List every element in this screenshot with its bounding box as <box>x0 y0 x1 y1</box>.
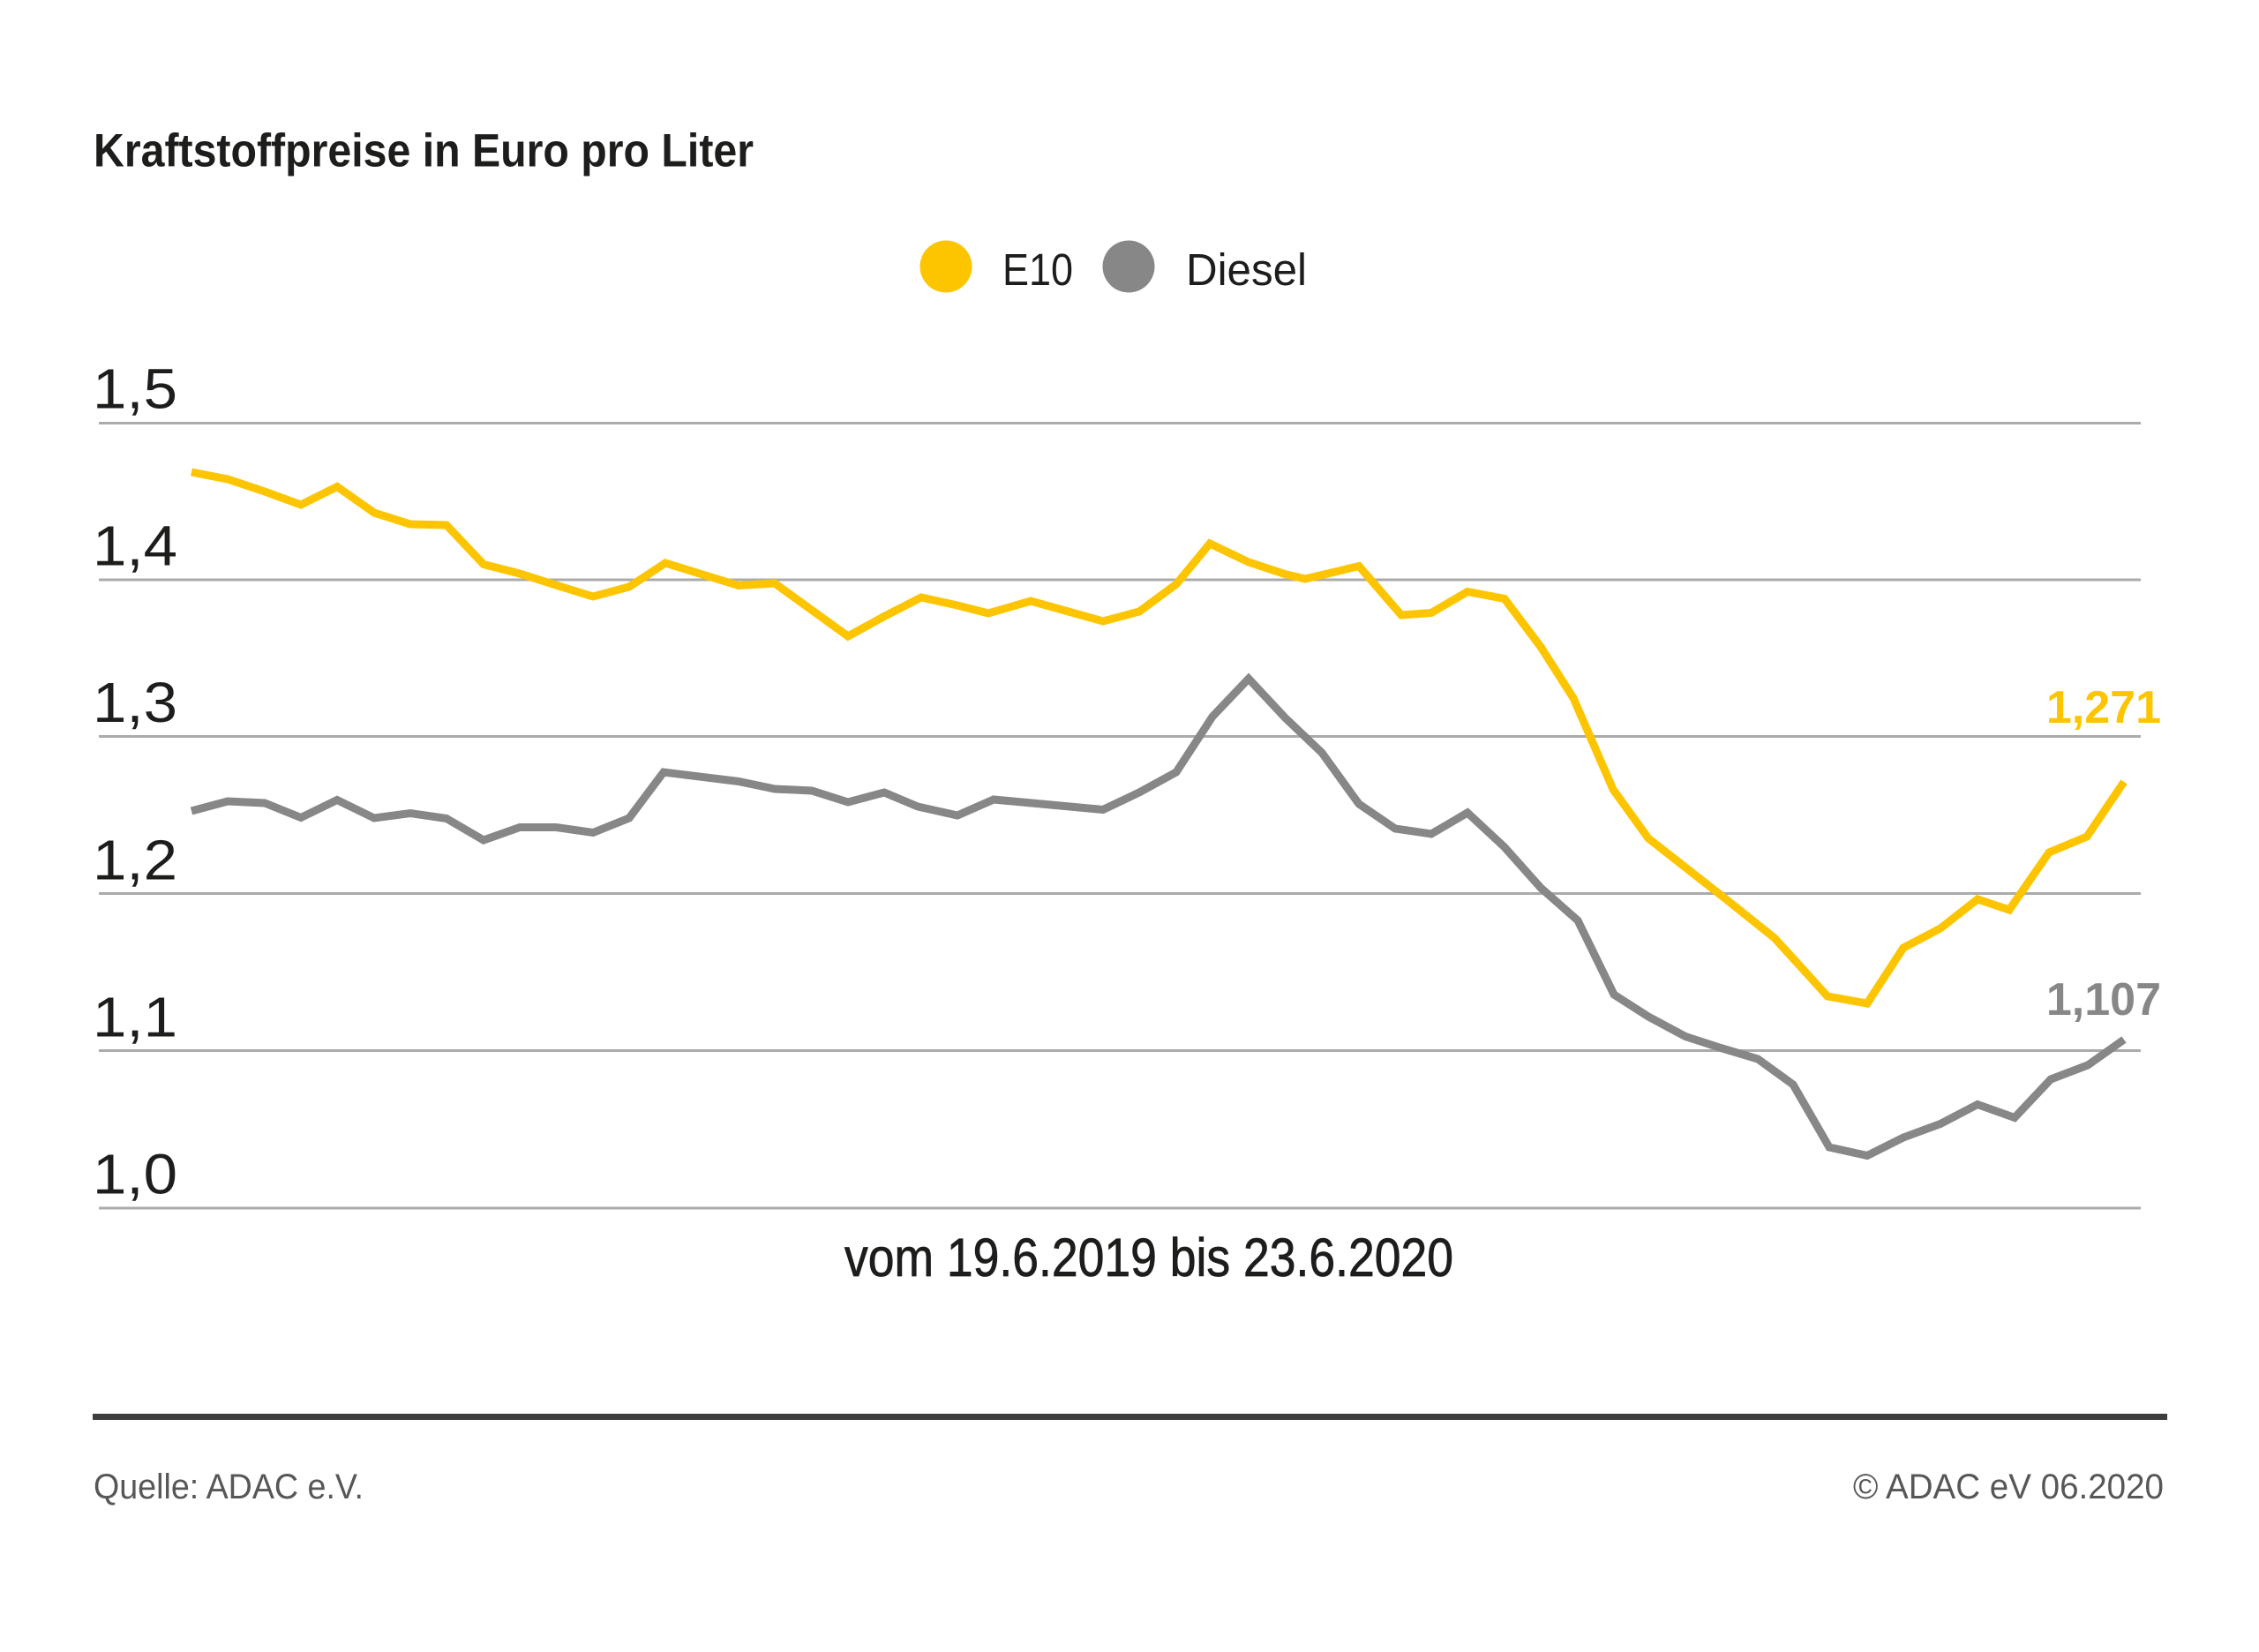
svg-text:1,5: 1,5 <box>93 357 177 421</box>
svg-text:Quelle: ADAC e.V.: Quelle: ADAC e.V. <box>94 1468 364 1506</box>
svg-text:E10: E10 <box>1002 244 1073 295</box>
svg-text:Diesel: Diesel <box>1186 244 1307 295</box>
svg-text:© ADAC eV 06.2020: © ADAC eV 06.2020 <box>1853 1468 2164 1506</box>
svg-text:1,0: 1,0 <box>93 1143 177 1206</box>
svg-text:1,3: 1,3 <box>93 671 177 734</box>
svg-text:1,107: 1,107 <box>2046 974 2161 1025</box>
svg-text:1,271: 1,271 <box>2046 682 2161 733</box>
svg-text:1,2: 1,2 <box>93 829 177 892</box>
svg-text:vom 19.6.2019 bis 23.6.2020: vom 19.6.2019 bis 23.6.2020 <box>844 1228 1453 1288</box>
svg-text:1,1: 1,1 <box>93 986 177 1049</box>
svg-text:1,4: 1,4 <box>93 514 177 578</box>
svg-text:Kraftstoffpreise in Euro pro L: Kraftstoffpreise in Euro pro Liter <box>94 125 754 177</box>
